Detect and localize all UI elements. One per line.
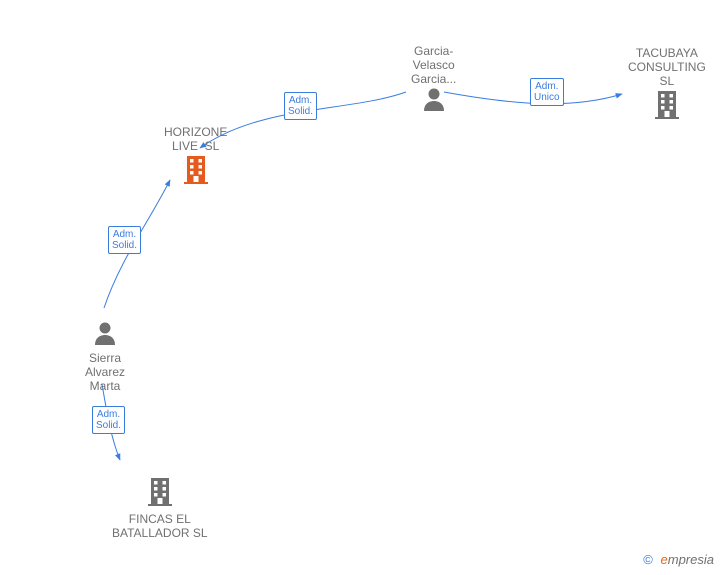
node-label: Garcia- Velasco Garcia... [411, 44, 456, 86]
edge-label: Adm. Solid. [92, 406, 125, 434]
node-fincas[interactable]: FINCAS EL BATALLADOR SL [112, 475, 208, 540]
node-sierra[interactable]: Sierra Alvarez Marta [85, 320, 125, 393]
node-label: TACUBAYA CONSULTING SL [628, 46, 706, 88]
building-icon [112, 475, 208, 512]
node-horizone[interactable]: HORIZONE LIVE SL [164, 125, 227, 190]
person-icon [92, 320, 118, 346]
network-diagram: HORIZONE LIVE SL TACUBAYA CONSULTING SL … [0, 0, 728, 575]
copyright-symbol: © [643, 552, 653, 567]
edge-label: Adm. Unico [530, 78, 564, 106]
building-icon [180, 153, 212, 185]
building-icon [144, 475, 176, 507]
person-icon [85, 320, 125, 351]
node-label: HORIZONE LIVE SL [164, 125, 227, 153]
edges-layer [0, 0, 728, 575]
edge-label: Adm. Solid. [284, 92, 317, 120]
node-label: Sierra Alvarez Marta [85, 351, 125, 393]
brand-name: empresia [661, 552, 714, 567]
person-icon [421, 86, 447, 112]
attribution: © empresia [643, 552, 714, 567]
node-tacubaya[interactable]: TACUBAYA CONSULTING SL [628, 46, 706, 125]
person-icon [411, 86, 456, 117]
node-garcia[interactable]: Garcia- Velasco Garcia... [411, 44, 456, 117]
edge-label: Adm. Solid. [108, 226, 141, 254]
building-icon [628, 88, 706, 125]
building-icon [651, 88, 683, 120]
building-icon [164, 153, 227, 190]
node-label: FINCAS EL BATALLADOR SL [112, 512, 208, 540]
